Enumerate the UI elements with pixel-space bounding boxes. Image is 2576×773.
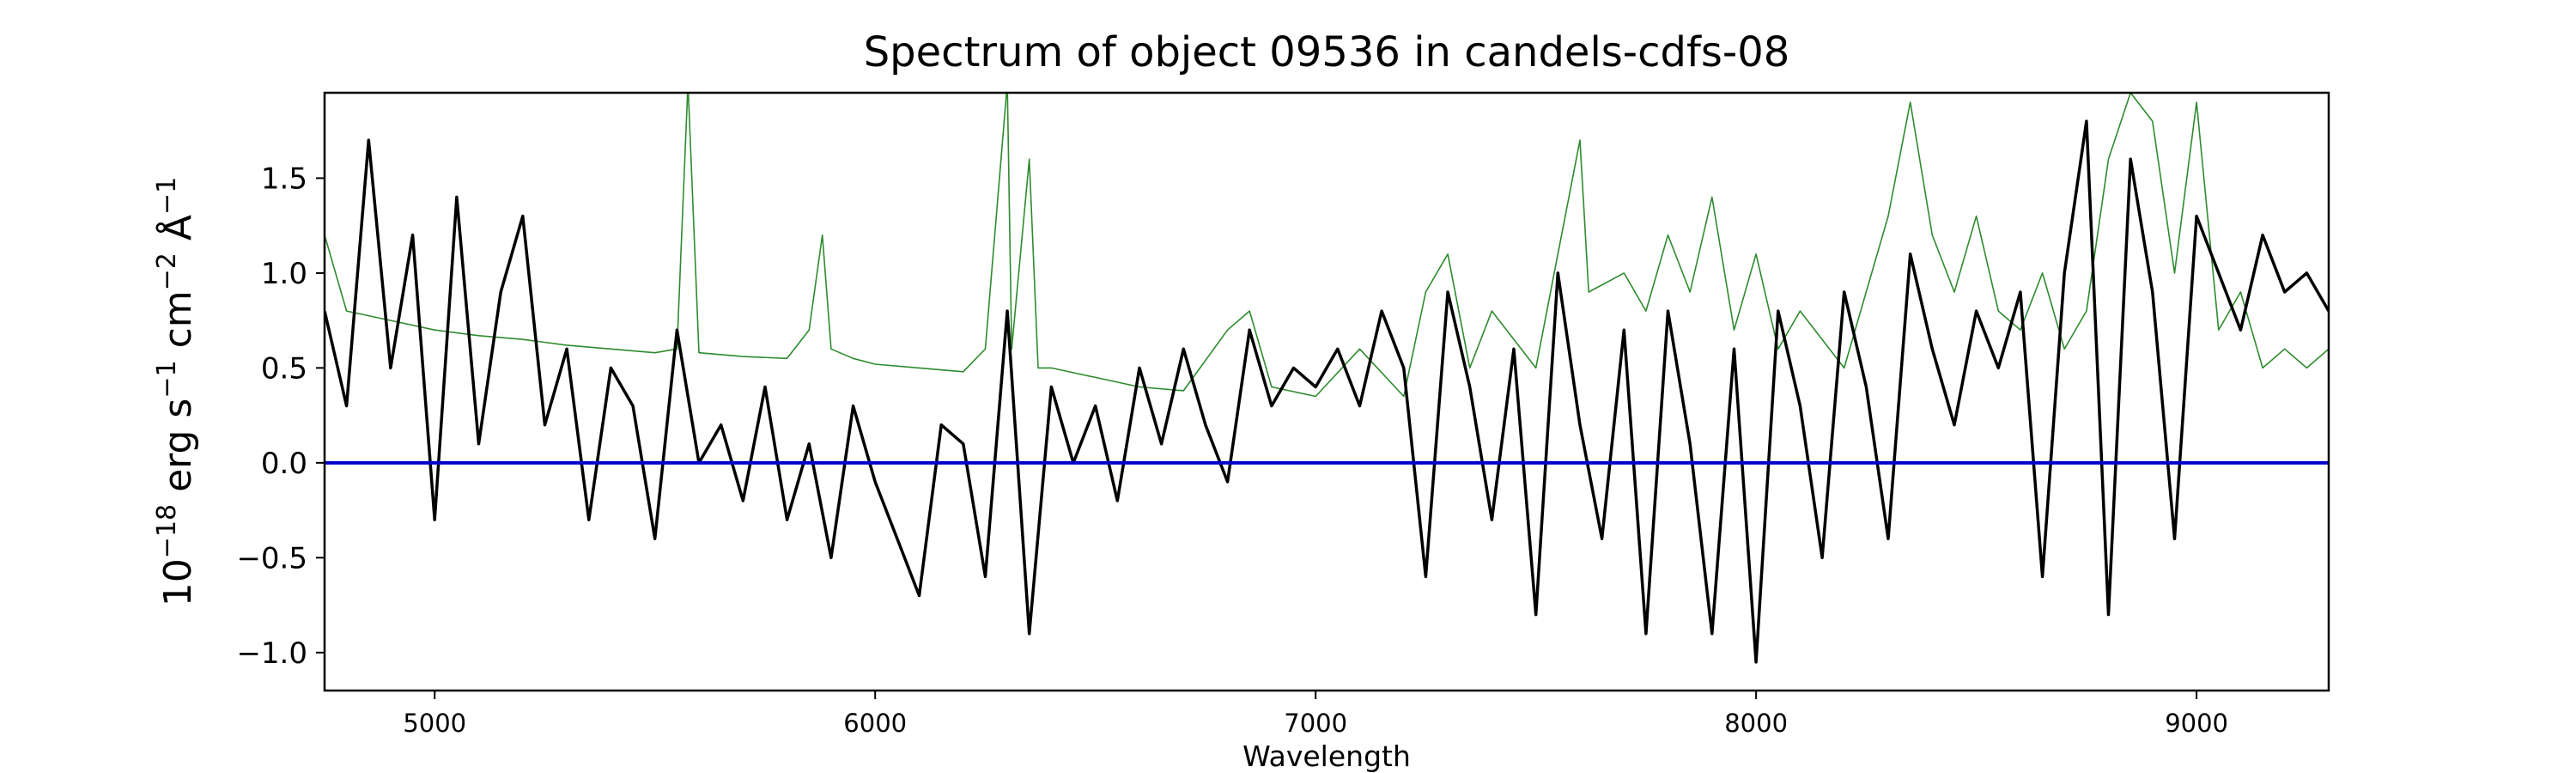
y-axis-label: 10−18 erg s−1 cm−2 Å−1 bbox=[152, 177, 200, 606]
ylabel-base: 10 bbox=[156, 558, 200, 606]
ylabel-exp-3: −2 bbox=[152, 253, 182, 290]
ylabel-exp-2: −1 bbox=[152, 360, 182, 398]
ylabel-exp-1: −18 bbox=[152, 504, 182, 558]
y-tick-label: 0.0 bbox=[261, 447, 307, 481]
x-axis-label: Wavelength bbox=[1242, 740, 1411, 773]
plot-frame bbox=[323, 91, 2330, 692]
y-tick-label: −1.0 bbox=[236, 636, 307, 671]
y-tick-label: 1.0 bbox=[261, 257, 307, 291]
ylabel-cm: cm bbox=[156, 290, 200, 360]
x-tick-label: 5000 bbox=[403, 709, 466, 738]
ylabel-erg-s: erg s bbox=[156, 399, 200, 504]
ylabel-angstrom: Å bbox=[155, 215, 200, 253]
error-series-line bbox=[325, 93, 2329, 398]
ylabel-exp-4: −1 bbox=[152, 177, 182, 215]
y-axis: −1.0 −0.5 0.0 0.5 1.0 1.5 bbox=[236, 161, 325, 671]
x-tick-label: 9000 bbox=[2165, 709, 2228, 738]
chart-title: Spectrum of object 09536 in candels-cdfs… bbox=[864, 28, 1790, 76]
x-tick-label: 8000 bbox=[1724, 709, 1788, 738]
x-axis: 5000 6000 7000 8000 9000 bbox=[403, 691, 2228, 738]
y-tick-label: 0.5 bbox=[261, 351, 307, 386]
x-tick-label: 6000 bbox=[843, 709, 907, 738]
x-tick-label: 7000 bbox=[1284, 709, 1347, 738]
plot-area bbox=[325, 93, 2329, 664]
y-tick-label: 1.5 bbox=[261, 161, 307, 196]
flux-series-line bbox=[325, 119, 2329, 664]
y-tick-label: −0.5 bbox=[236, 541, 307, 575]
